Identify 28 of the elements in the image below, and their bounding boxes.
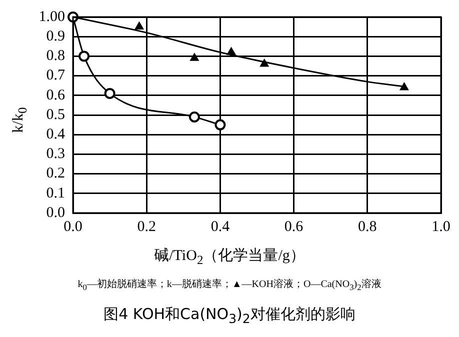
x-tick-label: 1.0 <box>432 218 450 235</box>
text: 图4 KOH和Ca(NO$_{3}$)$_{2}$对催化剂的影响 <box>102 305 356 326</box>
y-tick-label: 0.6 <box>46 87 66 104</box>
y-tick-label: 0.3 <box>46 146 65 162</box>
point <box>104 88 116 99</box>
x-axis-title: 碱/TiO$_{2}$（化学当量/g） <box>153 246 306 268</box>
y-tick-label: 0.4 <box>46 126 66 143</box>
point <box>214 119 226 130</box>
y-tick-label: 0.8 <box>46 48 65 64</box>
y-tick-label: 0.0 <box>46 204 65 221</box>
x-tick-label: 0.4 <box>210 218 230 235</box>
y-tick-label: 0.5 <box>46 106 65 123</box>
point <box>134 22 144 30</box>
point <box>190 53 199 61</box>
point <box>188 111 200 122</box>
y-tick-label: 0.1 <box>46 185 65 202</box>
y-tick-label: 1.00 <box>38 8 65 25</box>
point <box>78 50 90 62</box>
x-tick-label: 0.8 <box>358 218 377 235</box>
point <box>260 59 269 67</box>
y-tick-label: 0.2 <box>46 166 65 182</box>
point <box>400 82 409 90</box>
y-tick-label: 0.7 <box>46 68 66 84</box>
x-tick-label: 0.0 <box>64 218 82 235</box>
x-tick-label: 0.6 <box>284 218 304 235</box>
y-tick-label: 0.9 <box>46 28 65 45</box>
x-tick-label: 0.2 <box>137 218 156 235</box>
text: k$_{0}$—初始脱硝速率；k—脱硝速率；▲—KOH溶液；O—Ca(NO$_{3}$)$_{2}$溶液 <box>76 278 382 292</box>
